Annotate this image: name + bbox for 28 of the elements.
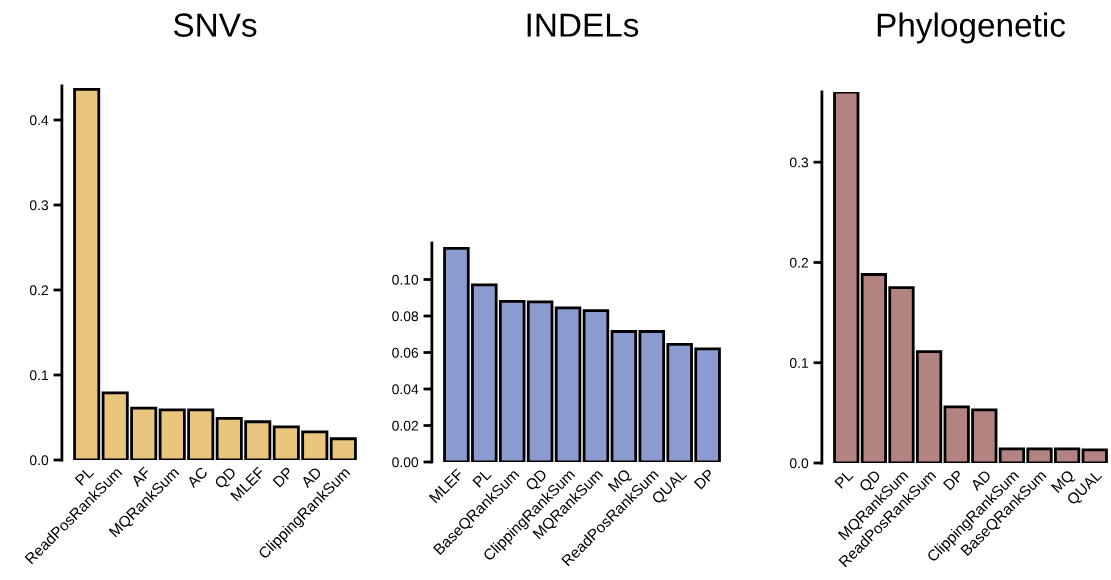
y-tick-label: 0.08 (392, 311, 419, 322)
bar (554, 306, 582, 462)
y-tick-label: 0.1 (789, 358, 809, 368)
bar (610, 330, 638, 462)
bar (526, 300, 554, 462)
bar (329, 437, 357, 460)
chart-title: Phylogenetic (877, 12, 1066, 44)
y-tick-label: 0.2 (789, 257, 808, 268)
y-tick-label: 0.4 (29, 115, 49, 126)
bar (833, 92, 860, 463)
y-tick-label: 0.06 (392, 347, 419, 358)
y-tick-label: 0.0 (789, 458, 809, 469)
chart-title: SNVs (173, 13, 257, 37)
y-tick-label: 0.00 (392, 457, 419, 468)
y-tick-label: 0.1 (29, 370, 49, 381)
y-tick-label: 0.3 (29, 200, 49, 211)
chart-title: INDELs (527, 13, 639, 37)
y-tick-label: 0.02 (392, 420, 418, 431)
x-tick-label: DP (693, 468, 715, 490)
bar (1081, 448, 1108, 463)
y-tick-label: 0.3 (789, 157, 809, 168)
bar (582, 309, 610, 462)
y-tick-label: 0.0 (29, 455, 49, 466)
y-tick-label: 0.10 (392, 274, 419, 285)
y-tick-label: 0.2 (29, 285, 48, 296)
x-tick-label: AC (186, 466, 209, 489)
bar (73, 88, 101, 460)
y-tick-label: 0.04 (392, 384, 419, 395)
